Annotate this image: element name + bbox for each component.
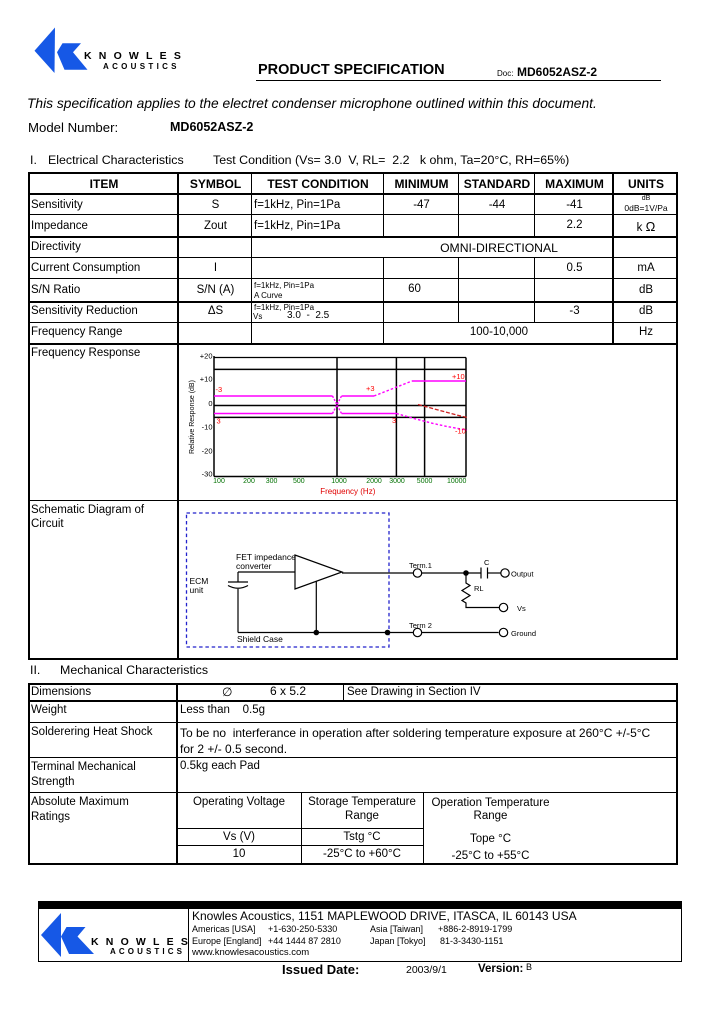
svg-text:+10: +10: [452, 372, 465, 381]
svg-text:10000: 10000: [447, 478, 467, 485]
svg-text:-30: -30: [202, 470, 213, 479]
svg-text:FET impedance: FET impedance: [236, 552, 296, 562]
svg-text:-20: -20: [202, 447, 213, 456]
svg-text:0: 0: [208, 399, 212, 408]
svg-text:Output: Output: [511, 570, 534, 579]
svg-text:Ground: Ground: [511, 629, 536, 638]
svg-text:3: 3: [392, 416, 396, 425]
svg-text:1000: 1000: [331, 478, 347, 485]
svg-text:3000: 3000: [389, 478, 405, 485]
svg-text:-3: -3: [216, 385, 223, 394]
svg-text:200: 200: [243, 478, 255, 485]
svg-text:ECM: ECM: [190, 576, 209, 586]
svg-text:C: C: [484, 558, 490, 567]
svg-text:Shield Case: Shield Case: [237, 634, 283, 644]
svg-text:2000: 2000: [366, 478, 382, 485]
svg-text:Term 2: Term 2: [409, 621, 432, 630]
svg-text:Term.1: Term.1: [409, 561, 432, 570]
svg-text:500: 500: [293, 478, 305, 485]
svg-text:+10: +10: [200, 375, 213, 384]
svg-text:+20: +20: [200, 352, 213, 361]
svg-text:Frequency (Hz): Frequency (Hz): [320, 487, 375, 496]
svg-text:100: 100: [213, 478, 225, 485]
svg-text:converter: converter: [236, 561, 272, 571]
svg-text:300: 300: [266, 478, 278, 485]
svg-text:+3: +3: [366, 384, 375, 393]
svg-text:-10: -10: [202, 423, 213, 432]
svg-text:Relative Response (dB): Relative Response (dB): [189, 380, 196, 454]
svg-text:RL: RL: [474, 584, 484, 593]
svg-text:Vs: Vs: [517, 604, 526, 613]
svg-text:3: 3: [217, 417, 221, 426]
svg-text:-10: -10: [455, 427, 466, 436]
svg-text:unit: unit: [190, 585, 204, 595]
svg-text:5000: 5000: [417, 478, 433, 485]
